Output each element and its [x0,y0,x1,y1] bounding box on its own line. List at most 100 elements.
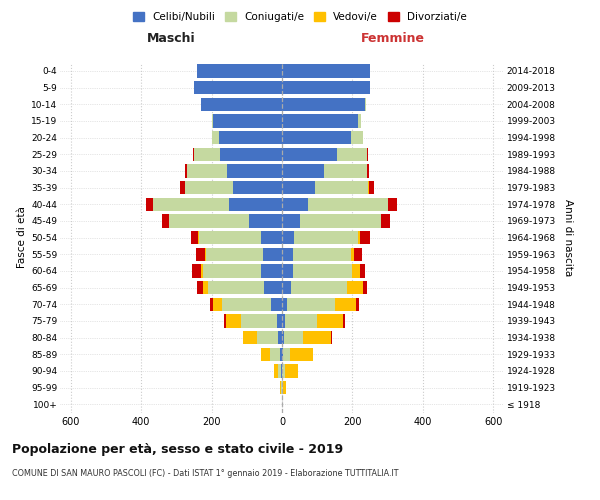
Bar [280,348,282,361]
Bar [283,381,286,394]
Y-axis label: Fasce di età: Fasce di età [17,206,27,268]
Bar [243,331,257,344]
Bar [335,298,356,311]
Bar [284,331,303,344]
Bar [213,298,222,311]
Bar [282,264,293,278]
Bar [358,231,359,244]
Y-axis label: Anni di nascita: Anni di nascita [563,199,572,276]
Bar [146,198,153,211]
Bar [205,248,206,261]
Bar [295,231,358,244]
Bar [282,64,370,78]
Bar [180,181,185,194]
Bar [154,198,229,211]
Bar [185,164,187,177]
Text: Popolazione per età, sesso e stato civile - 2019: Popolazione per età, sesso e stato civil… [12,442,343,456]
Bar [282,248,293,261]
Bar [368,181,374,194]
Text: Femmine: Femmine [361,32,425,45]
Bar [222,298,271,311]
Bar [331,331,332,344]
Bar [203,264,261,278]
Bar [282,164,324,177]
Bar [210,298,213,311]
Bar [282,114,358,128]
Bar [359,231,370,244]
Bar [218,131,282,144]
Bar [308,198,388,211]
Bar [363,281,367,294]
Bar [358,114,361,128]
Bar [347,281,363,294]
Bar [261,264,282,278]
Bar [285,314,317,328]
Bar [263,248,282,261]
Bar [282,181,316,194]
Bar [282,281,291,294]
Bar [274,364,278,378]
Bar [226,314,241,328]
Bar [343,314,345,328]
Bar [367,164,370,177]
Bar [269,348,280,361]
Bar [192,264,201,278]
Bar [203,281,208,294]
Bar [261,348,269,361]
Bar [316,181,368,194]
Bar [206,248,263,261]
Bar [194,148,220,161]
Bar [197,281,203,294]
Bar [283,348,290,361]
Bar [287,298,335,311]
Text: Maschi: Maschi [146,32,196,45]
Bar [227,164,282,177]
Bar [282,131,351,144]
Bar [212,114,213,128]
Bar [185,181,233,194]
Bar [324,164,367,177]
Bar [196,248,205,261]
Bar [367,148,368,161]
Bar [351,248,353,261]
Bar [281,364,282,378]
Bar [257,331,278,344]
Bar [388,198,397,211]
Bar [212,131,218,144]
Bar [229,198,282,211]
Bar [261,231,282,244]
Bar [293,248,351,261]
Bar [197,64,282,78]
Bar [290,348,313,361]
Bar [242,331,243,344]
Text: COMUNE DI SAN MAURO PASCOLI (FC) - Dati ISTAT 1° gennaio 2019 - Elaborazione TUT: COMUNE DI SAN MAURO PASCOLI (FC) - Dati … [12,469,398,478]
Bar [282,198,308,211]
Bar [277,314,282,328]
Bar [337,148,367,161]
Bar [282,348,283,361]
Bar [265,281,282,294]
Bar [317,314,343,328]
Bar [278,364,281,378]
Bar [241,314,277,328]
Bar [193,148,194,161]
Bar [356,298,359,311]
Bar [282,381,283,394]
Bar [278,331,282,344]
Bar [283,364,285,378]
Bar [162,214,169,228]
Legend: Celibi/Nubili, Coniugati/e, Vedovi/e, Divorziati/e: Celibi/Nubili, Coniugati/e, Vedovi/e, Di… [129,8,471,26]
Bar [191,231,199,244]
Bar [208,281,265,294]
Bar [248,214,282,228]
Bar [353,248,362,261]
Bar [282,331,284,344]
Bar [169,214,248,228]
Bar [365,98,366,111]
Bar [201,98,282,111]
Bar [213,114,282,128]
Bar [280,381,281,394]
Bar [380,214,382,228]
Bar [282,81,370,94]
Bar [285,364,298,378]
